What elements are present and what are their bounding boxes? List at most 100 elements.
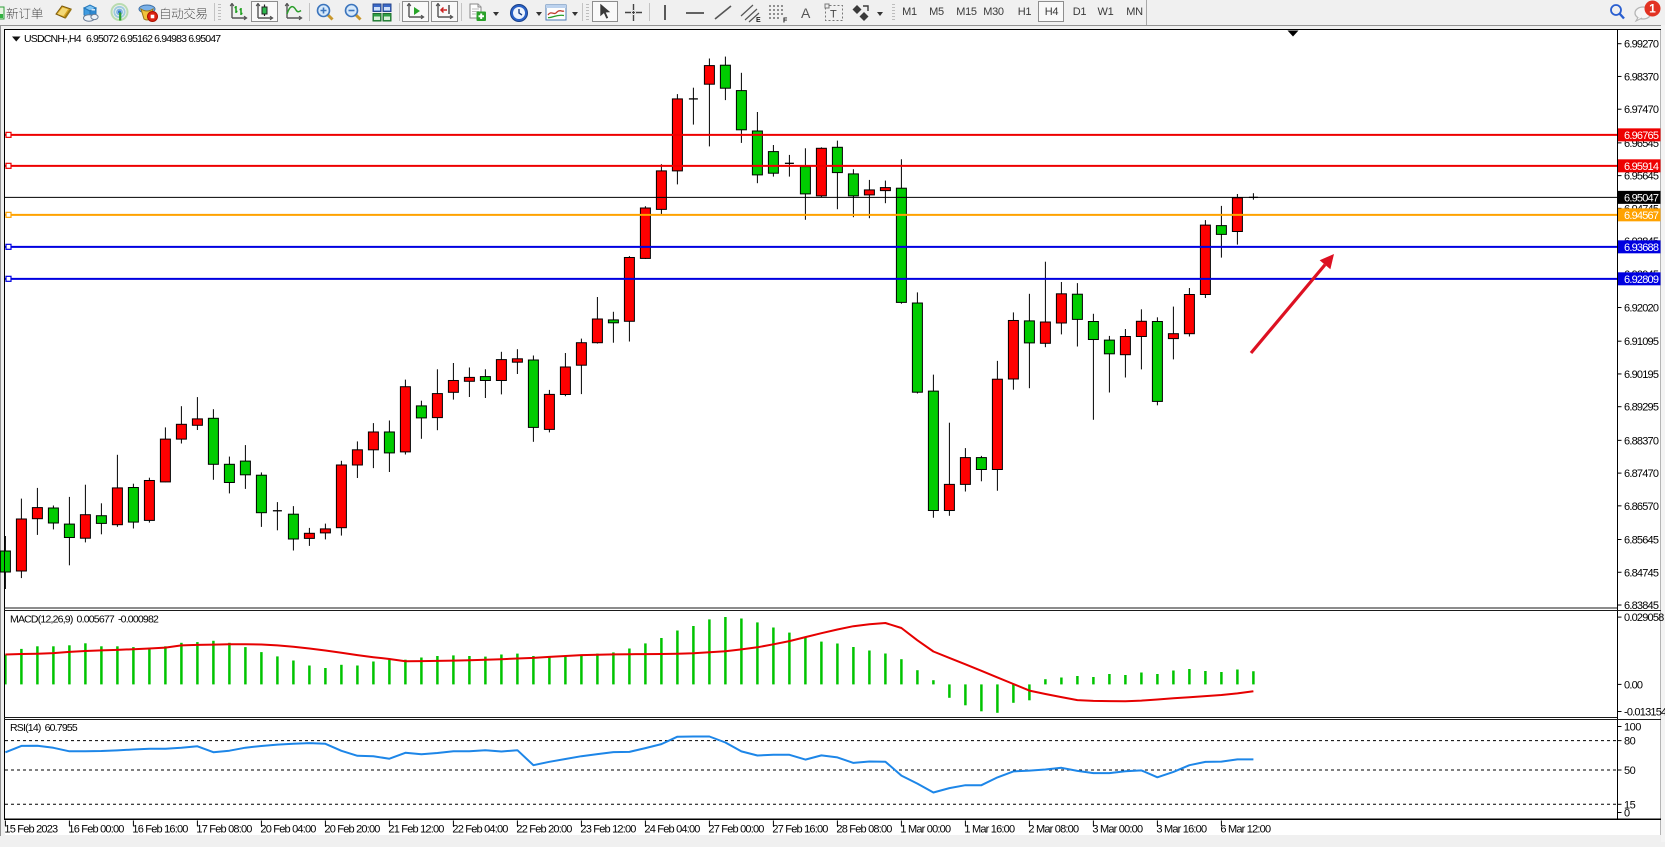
macd-histogram-bar [244,647,247,685]
text-label-tool-button[interactable]: T [824,2,846,23]
candle-body-bull [367,431,379,451]
toolbar-grip[interactable] [586,4,589,21]
price-tick-label: 6.92020 [1624,303,1659,315]
trendline-tool-button[interactable] [712,2,734,23]
macd-histogram-bar [948,684,951,698]
text-tool-button[interactable]: A [799,2,815,23]
candle-body-bear [1215,225,1227,235]
time-tick-label: 3 Mar 00:00 [1092,824,1143,836]
timeframe-d1[interactable]: D1 [1072,6,1087,18]
candlestick-series[interactable] [0,56,1258,590]
new-order-button[interactable] [0,2,5,23]
line-anchor-handle[interactable] [5,131,12,138]
macd-histogram-bar [1124,674,1127,685]
timeframe-w1[interactable]: W1 [1097,6,1114,18]
timeframe-m15[interactable]: M15 [956,6,977,18]
signals-button[interactable] [110,2,129,23]
time-axis[interactable]: 15 Feb 2023 16 Feb 00:00 16 Feb 16:00 17 Fe… [4,820,1272,836]
candle-body-bear [799,166,811,195]
line-anchor-handle[interactable] [5,162,12,169]
macd-pane[interactable]: 0.029058 0.00 -0.013154 [4,612,1665,719]
arrows-tool-button[interactable] [850,2,884,23]
macd-histogram-bar [324,668,327,685]
autotrading-label[interactable] [159,2,209,23]
toolbar-separator [461,3,462,21]
new-order-label[interactable] [6,2,46,23]
price-badge [1618,272,1661,286]
trend-arrow-head[interactable] [1319,254,1334,270]
candle-body-bull [303,532,315,539]
timeframe-h1[interactable]: H1 [1017,6,1032,18]
macd-histogram-bar [676,630,679,685]
channel-tool-button[interactable]: E [740,2,764,23]
price-axis[interactable]: 6.992706.983706.974706.965456.956456.947… [1617,39,1661,612]
price-badge-label: 6.95047 [1624,192,1659,204]
candle-body-bull [639,207,651,259]
vertical-line-icon [664,5,666,20]
price-badge-label: 6.94567 [1624,210,1659,222]
horizontal-line-tool-button[interactable] [684,2,706,23]
annotations[interactable] [1249,30,1334,355]
macd-histogram-bar [1220,672,1223,685]
crosshair-tool-button[interactable] [624,2,644,23]
vertical-line-tool-button[interactable] [658,2,672,23]
macd-histogram-bar [1252,671,1255,685]
periods-button[interactable] [509,2,543,23]
timeframe-m1[interactable]: M1 [902,6,917,18]
horizontal-lines[interactable] [5,131,1618,282]
indicators-button[interactable] [468,2,500,23]
macd-histogram-bar [276,656,279,685]
chart-shift-marker[interactable] [1287,30,1299,37]
price-tick-label: 6.90195 [1624,369,1659,381]
chart-shift-button[interactable] [431,1,458,22]
search-icon [1610,4,1625,20]
rsi-pane[interactable]: 100 80 50 150 [5,722,1642,820]
chart-labels: USDCNH-,H4 6.95072 6.95162 6.94983 6.950… [10,33,222,734]
web-terminal-button[interactable] [81,2,101,23]
candle-body-bull [1039,321,1051,344]
timeframe-h4-active[interactable]: H4 [1037,1,1064,22]
macd-histogram-bar [4,654,7,685]
candle-body-bull [159,438,171,483]
macd-histogram-bar [1236,669,1239,685]
zoom-out-button[interactable] [344,2,363,23]
candle-body-bear [735,90,747,131]
cursor-tool-button[interactable] [592,1,618,22]
bar-chart-button[interactable] [229,2,249,23]
autotrading-button[interactable] [138,2,158,23]
candlestick-chart-button[interactable] [251,1,278,22]
zoom-in-button[interactable] [316,2,335,23]
candle-body-bull [943,483,955,512]
line-anchor-handle[interactable] [5,243,12,250]
toolbar-grip[interactable] [892,4,895,21]
line-anchor-handle[interactable] [5,211,12,218]
rsi-tick-label: 100 [1624,722,1641,734]
auto-scroll-button[interactable] [402,1,429,22]
toolbar-grip[interactable] [218,4,221,21]
templates-button[interactable] [545,2,579,23]
line-chart-button[interactable] [284,2,304,23]
tile-windows-button[interactable] [372,2,392,23]
candle-body-bull [175,423,187,440]
timeframe-mn[interactable]: MN [1126,6,1143,18]
notifications-button[interactable]: 1 [1633,0,1663,23]
search-button[interactable] [1608,2,1626,23]
svg-text:T: T [830,8,837,20]
timeframe-m5[interactable]: M5 [929,6,944,18]
fibonacci-tool-button[interactable]: F [767,2,791,23]
macd-histogram-bar [340,664,343,685]
macd-histogram-bar [36,646,39,685]
collapse-ohlc-icon[interactable] [12,36,21,42]
candle-body-bull [1199,224,1211,296]
candle-body-bull [991,378,1003,471]
timeframe-m30[interactable]: M30 [983,6,1004,18]
macd-histogram-bar [740,618,743,685]
macd-histogram-bar [20,648,23,685]
line-anchor-handle[interactable] [5,275,12,282]
macd-histogram-bar [836,643,839,685]
macd-histogram-bar [52,646,55,685]
deposit-button[interactable] [54,2,74,23]
price-tick-label: 6.89295 [1624,402,1659,414]
price-badge-label: 6.96765 [1624,130,1659,142]
trend-arrow[interactable] [1249,263,1327,355]
